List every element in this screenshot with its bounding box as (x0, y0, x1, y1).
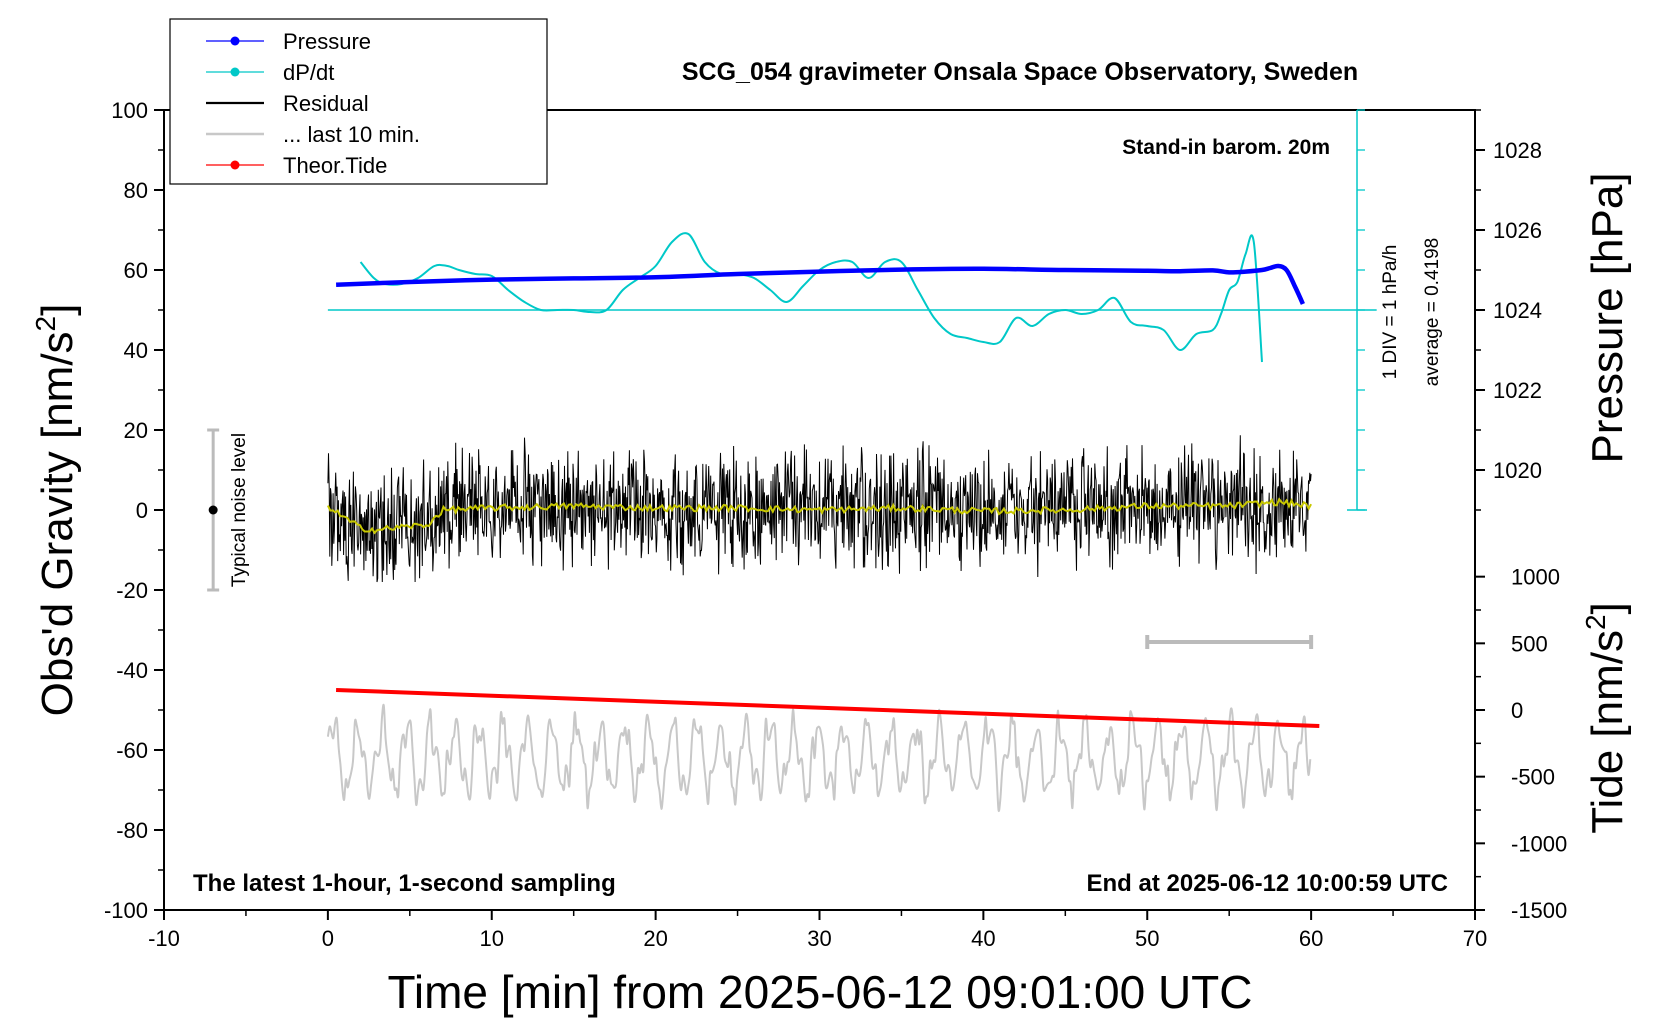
residual-mean-series (326, 497, 1312, 535)
residual-line (327, 435, 1312, 583)
y-tick-label: 20 (124, 418, 148, 443)
x-tick-label: -10 (148, 926, 180, 951)
last10-range-bar (1145, 635, 1314, 649)
tide-tick-label: 500 (1511, 631, 1548, 656)
theor-tide-line (335, 688, 1320, 728)
legend-label: Residual (283, 91, 369, 116)
noise-center-dot (208, 505, 218, 515)
residual-mean-line (326, 497, 1312, 535)
pressure-tick-label: 1024 (1493, 298, 1542, 323)
x-tick-label: 20 (643, 926, 667, 951)
legend-label: dP/dt (283, 60, 334, 85)
y-tick-label: 100 (111, 98, 148, 123)
tide-axis-ticks: 1000 500 0 -500 -1000 -1500 (1475, 565, 1567, 923)
tide-tick-label: 0 (1511, 698, 1523, 723)
residual-series (327, 435, 1312, 583)
x-tick-label: 30 (807, 926, 831, 951)
y-tick-label: -60 (116, 738, 148, 763)
legend-swatch-dot (230, 160, 240, 170)
pressure-tick-label: 1022 (1493, 378, 1542, 403)
noise-level-marker (207, 428, 220, 592)
legend-box (169, 18, 548, 185)
legend: Pressure dP/dt Residual ... last 10 min. The… (169, 18, 548, 185)
pressure-series (336, 263, 1305, 305)
noise-note: Typical noise level (229, 433, 250, 587)
x-tick-label: 70 (1463, 926, 1487, 951)
pressure-axis-ticks: 1028 1026 1024 1022 1020 (1475, 109, 1542, 511)
x-tick-label: 60 (1299, 926, 1323, 951)
y-axis-label-tide: Tide [nm/s2] (1580, 602, 1632, 834)
y-tick-label: -20 (116, 578, 148, 603)
x-axis-ticks: -10 0 10 20 30 40 50 60 70 (148, 910, 1487, 951)
dpdt-line (359, 232, 1263, 363)
x-tick-label: 40 (971, 926, 995, 951)
div-note: 1 DIV = 1 hPa/h (1380, 245, 1401, 380)
last10-series (326, 703, 1312, 812)
x-axis-label: Time [min] from 2025-06-12 09:01:00 UTC (388, 966, 1253, 1018)
y-axis-label-left: Obs'd Gravity [nm/s2] (30, 304, 82, 717)
sampling-note: The latest 1-hour, 1-second sampling (193, 870, 616, 897)
tide-tick-label: -1000 (1511, 831, 1567, 856)
legend-label: ... last 10 min. (283, 122, 420, 147)
pressure-line (336, 263, 1305, 305)
legend-label: Theor.Tide (283, 153, 387, 178)
dpdt-scale-bar (327, 109, 1377, 511)
pressure-tick-label: 1020 (1493, 458, 1542, 483)
theor-tide-series (335, 688, 1320, 728)
legend-label: Pressure (283, 29, 371, 54)
pressure-tick-label: 1028 (1493, 138, 1542, 163)
y-tick-label: -100 (104, 898, 148, 923)
end-time-note: End at 2025-06-12 10:00:59 UTC (1087, 870, 1449, 897)
barometer-note: Stand-in barom. 20m (1122, 136, 1330, 159)
last10-line (326, 703, 1312, 812)
tide-tick-label: -500 (1511, 765, 1555, 790)
x-tick-label: 50 (1135, 926, 1159, 951)
dpdt-series (359, 232, 1263, 363)
y-axis-ticks: 100 80 60 40 20 0 -20 -40 -60 -80 -100 (104, 98, 164, 923)
y-tick-label: -80 (116, 818, 148, 843)
x-tick-label: 0 (322, 926, 334, 951)
y-tick-label: 0 (136, 498, 148, 523)
pressure-tick-label: 1026 (1493, 218, 1542, 243)
y-tick-label: 40 (124, 338, 148, 363)
tide-tick-label: -1500 (1511, 898, 1567, 923)
average-note: average = 0.4198 (1422, 238, 1443, 386)
x-tick-label: 10 (480, 926, 504, 951)
legend-swatch-dot (230, 36, 240, 46)
chart-title: SCG_054 gravimeter Onsala Space Observat… (682, 58, 1358, 86)
y-tick-label: 60 (124, 258, 148, 283)
y-axis-label-pressure: Pressure [hPa] (1583, 172, 1632, 463)
y-tick-label: -40 (116, 658, 148, 683)
tide-tick-label: 1000 (1511, 565, 1560, 590)
legend-swatch-dot (230, 67, 240, 77)
y-tick-label: 80 (124, 178, 148, 203)
